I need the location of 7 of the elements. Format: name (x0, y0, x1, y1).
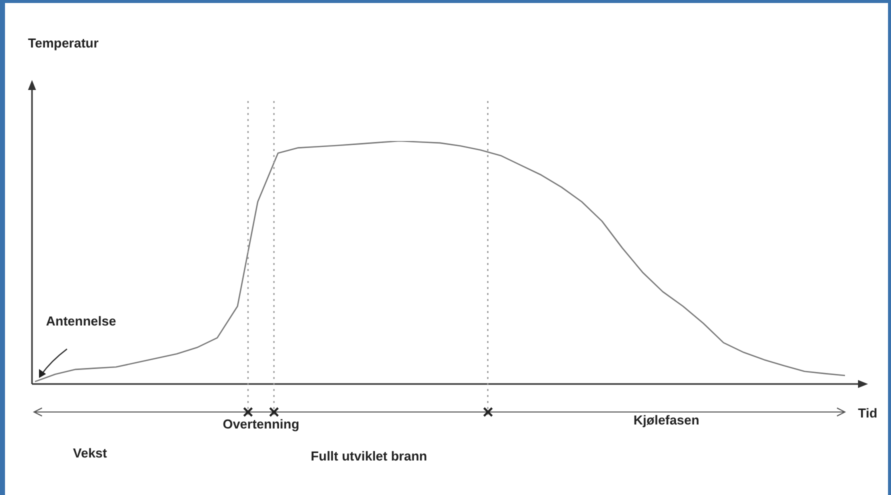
text: Overtenning (222, 416, 300, 432)
x-axis-title: Tid (858, 406, 878, 421)
text: Vekst (73, 446, 108, 461)
text: Temperatur (28, 36, 99, 51)
text: Fullt utviklet brann (310, 448, 428, 464)
annotation: Antennelse (46, 314, 116, 329)
text: Kjølefasen (634, 412, 700, 428)
